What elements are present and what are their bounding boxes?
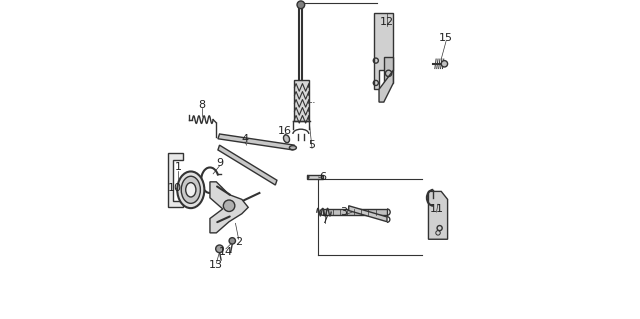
Circle shape <box>223 200 235 211</box>
Bar <box>294 80 309 121</box>
Circle shape <box>441 61 447 67</box>
Text: 1: 1 <box>175 162 182 173</box>
Polygon shape <box>218 145 277 185</box>
Text: 6: 6 <box>320 172 326 182</box>
Circle shape <box>297 1 305 9</box>
Text: 10: 10 <box>168 183 182 193</box>
Polygon shape <box>384 57 394 83</box>
Ellipse shape <box>284 135 289 143</box>
Polygon shape <box>210 182 248 233</box>
Text: 16: 16 <box>278 126 292 136</box>
Text: 2: 2 <box>235 237 242 248</box>
Circle shape <box>229 238 236 244</box>
Text: 15: 15 <box>439 33 453 43</box>
Text: 13: 13 <box>209 260 223 270</box>
Polygon shape <box>307 175 323 179</box>
Text: 9: 9 <box>216 158 223 168</box>
Circle shape <box>216 245 223 253</box>
Polygon shape <box>379 70 394 102</box>
Ellipse shape <box>186 182 196 197</box>
Polygon shape <box>428 191 447 239</box>
Text: 14: 14 <box>219 247 233 257</box>
Polygon shape <box>218 134 294 150</box>
Polygon shape <box>374 13 394 89</box>
Ellipse shape <box>181 176 200 204</box>
Text: 7: 7 <box>321 215 328 225</box>
Text: 5: 5 <box>308 140 316 150</box>
Polygon shape <box>349 206 387 222</box>
Text: 8: 8 <box>198 100 205 110</box>
Text: 12: 12 <box>380 17 394 27</box>
Polygon shape <box>168 153 183 207</box>
Ellipse shape <box>177 171 204 208</box>
Polygon shape <box>323 209 387 215</box>
Text: 4: 4 <box>241 134 248 144</box>
Text: 3: 3 <box>340 207 348 217</box>
Ellipse shape <box>289 145 296 150</box>
Text: 11: 11 <box>429 204 444 214</box>
